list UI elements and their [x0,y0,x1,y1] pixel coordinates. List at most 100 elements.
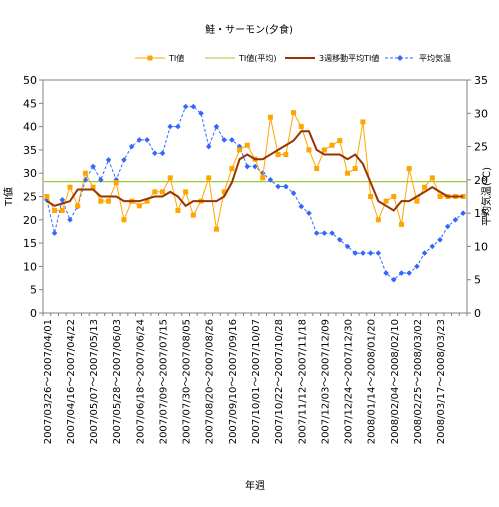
temperature-point [298,203,305,210]
ti-point [190,212,196,218]
x-tick-label: 2007/07/09～2007/07/15 [158,319,169,444]
y-left-tick-label: 5 [30,284,37,297]
x-tick-label: 2008/02/04～2008/02/10 [390,319,401,444]
ti-point [398,221,404,227]
temperature-point [390,276,397,283]
temperature-point [367,250,374,256]
ti-point [144,198,150,204]
y-left-tick-label: 50 [23,74,37,87]
x-tick-label: 2007/09/10～2007/09/16 [228,319,239,444]
ti-point [206,175,212,181]
ti-point [391,194,397,199]
y-left-tick-label: 20 [23,214,37,227]
y-left-tick-label: 0 [30,307,37,320]
series-layer [43,103,467,283]
ti-point [175,207,181,213]
axes: 0 5 10 15 20 25 30 35 40 45 50 0 5 10 15 20 25 30 35 2007/0… [23,74,488,444]
y-left-tick-label: 45 [23,97,37,110]
ti-point [329,142,335,148]
y-right-tick-label: 5 [474,274,481,287]
temperature-point [98,177,104,183]
ti-point [106,198,112,204]
x-tick-label: 2007/03/26～2007/04/01 [43,319,54,444]
ti-point [337,138,343,144]
ti-point [159,189,165,195]
temperature-point [344,243,351,250]
temperature-point [275,183,281,190]
temperature-point [414,263,420,270]
ti-point [437,194,443,199]
ti-point [113,180,119,186]
temperature-point [105,157,112,163]
temperature-point [290,190,297,196]
ti-point [167,175,173,181]
ti-point [44,194,50,199]
ti-point [221,189,227,195]
y-axis-left-label: TI値 [2,187,15,207]
ti-point [75,203,81,209]
temperature-point [444,223,451,230]
legend-label: 3週移動平均TI値 [319,53,379,63]
ti-point [260,175,266,181]
y-left-tick-label: 30 [23,167,37,180]
temperature-point [398,270,405,276]
y-left-tick-label: 10 [23,260,37,273]
ti-point [267,114,273,120]
temperature-point [375,250,382,256]
y-right-tick-label: 10 [474,240,488,253]
temperature-point [144,137,150,143]
ti-point [314,166,320,172]
y-right-tick-label: 25 [474,141,488,154]
temperature-point [437,236,443,243]
ti-point [306,147,312,153]
ti-point [121,217,127,223]
temperature-point [175,123,181,130]
temperature-point [51,230,58,236]
y-left-tick-label: 15 [23,237,37,250]
legend-label: TI値 [168,53,184,63]
ti-point [275,152,281,158]
temperature-point [421,250,428,256]
x-tick-label: 2007/08/20～2007/08/26 [205,319,216,444]
x-axis-label: 年週 [245,479,265,492]
ti-point [360,119,366,125]
ti-point [136,203,142,209]
temperature-point [136,137,143,143]
temperature-point [128,143,135,150]
ti-point [429,175,435,181]
temperature-point [452,217,459,223]
temperature-point [259,170,266,176]
x-tick-label: 2008/01/14～2008/01/20 [367,319,378,444]
x-tick-label: 2007/11/12～2007/11/18 [297,319,308,444]
temperature-point [329,230,335,236]
temperature-point [205,143,212,150]
ti-point [90,184,96,190]
ti-point [283,152,289,158]
x-tick-label: 2007/07/30～2007/08/05 [182,319,193,444]
temperature-point [121,157,127,163]
ti-point [183,189,189,195]
temperature-point [59,197,66,203]
x-tick-label: 2007/12/03～2007/12/09 [320,319,331,444]
x-tick-label: 2007/12/24～2007/12/30 [344,319,355,444]
ti-point [98,198,104,204]
x-tick-label: 2007/05/28～2007/06/03 [112,319,123,444]
legend-marker [397,55,403,61]
legend: TI値 TI値(平均) 3週移動平均TI値 平均気温 [135,53,451,63]
y-right-tick-label: 20 [474,174,488,187]
moving-average-line [46,130,464,212]
temperature-point [321,230,328,236]
temperature-point [90,163,96,170]
ti-point [414,198,420,204]
legend-label: TI値(平均) [238,53,277,63]
temperature-point [429,243,436,250]
y-left-tick-label: 35 [23,144,37,157]
y-right-tick-label: 30 [474,107,488,120]
ti-point [213,226,219,232]
temperature-point [229,137,235,143]
x-tick-label: 2008/02/25～2008/03/02 [413,319,424,444]
temperature-point [190,103,197,110]
temperature-point [360,250,366,256]
temperature-point [221,137,227,143]
